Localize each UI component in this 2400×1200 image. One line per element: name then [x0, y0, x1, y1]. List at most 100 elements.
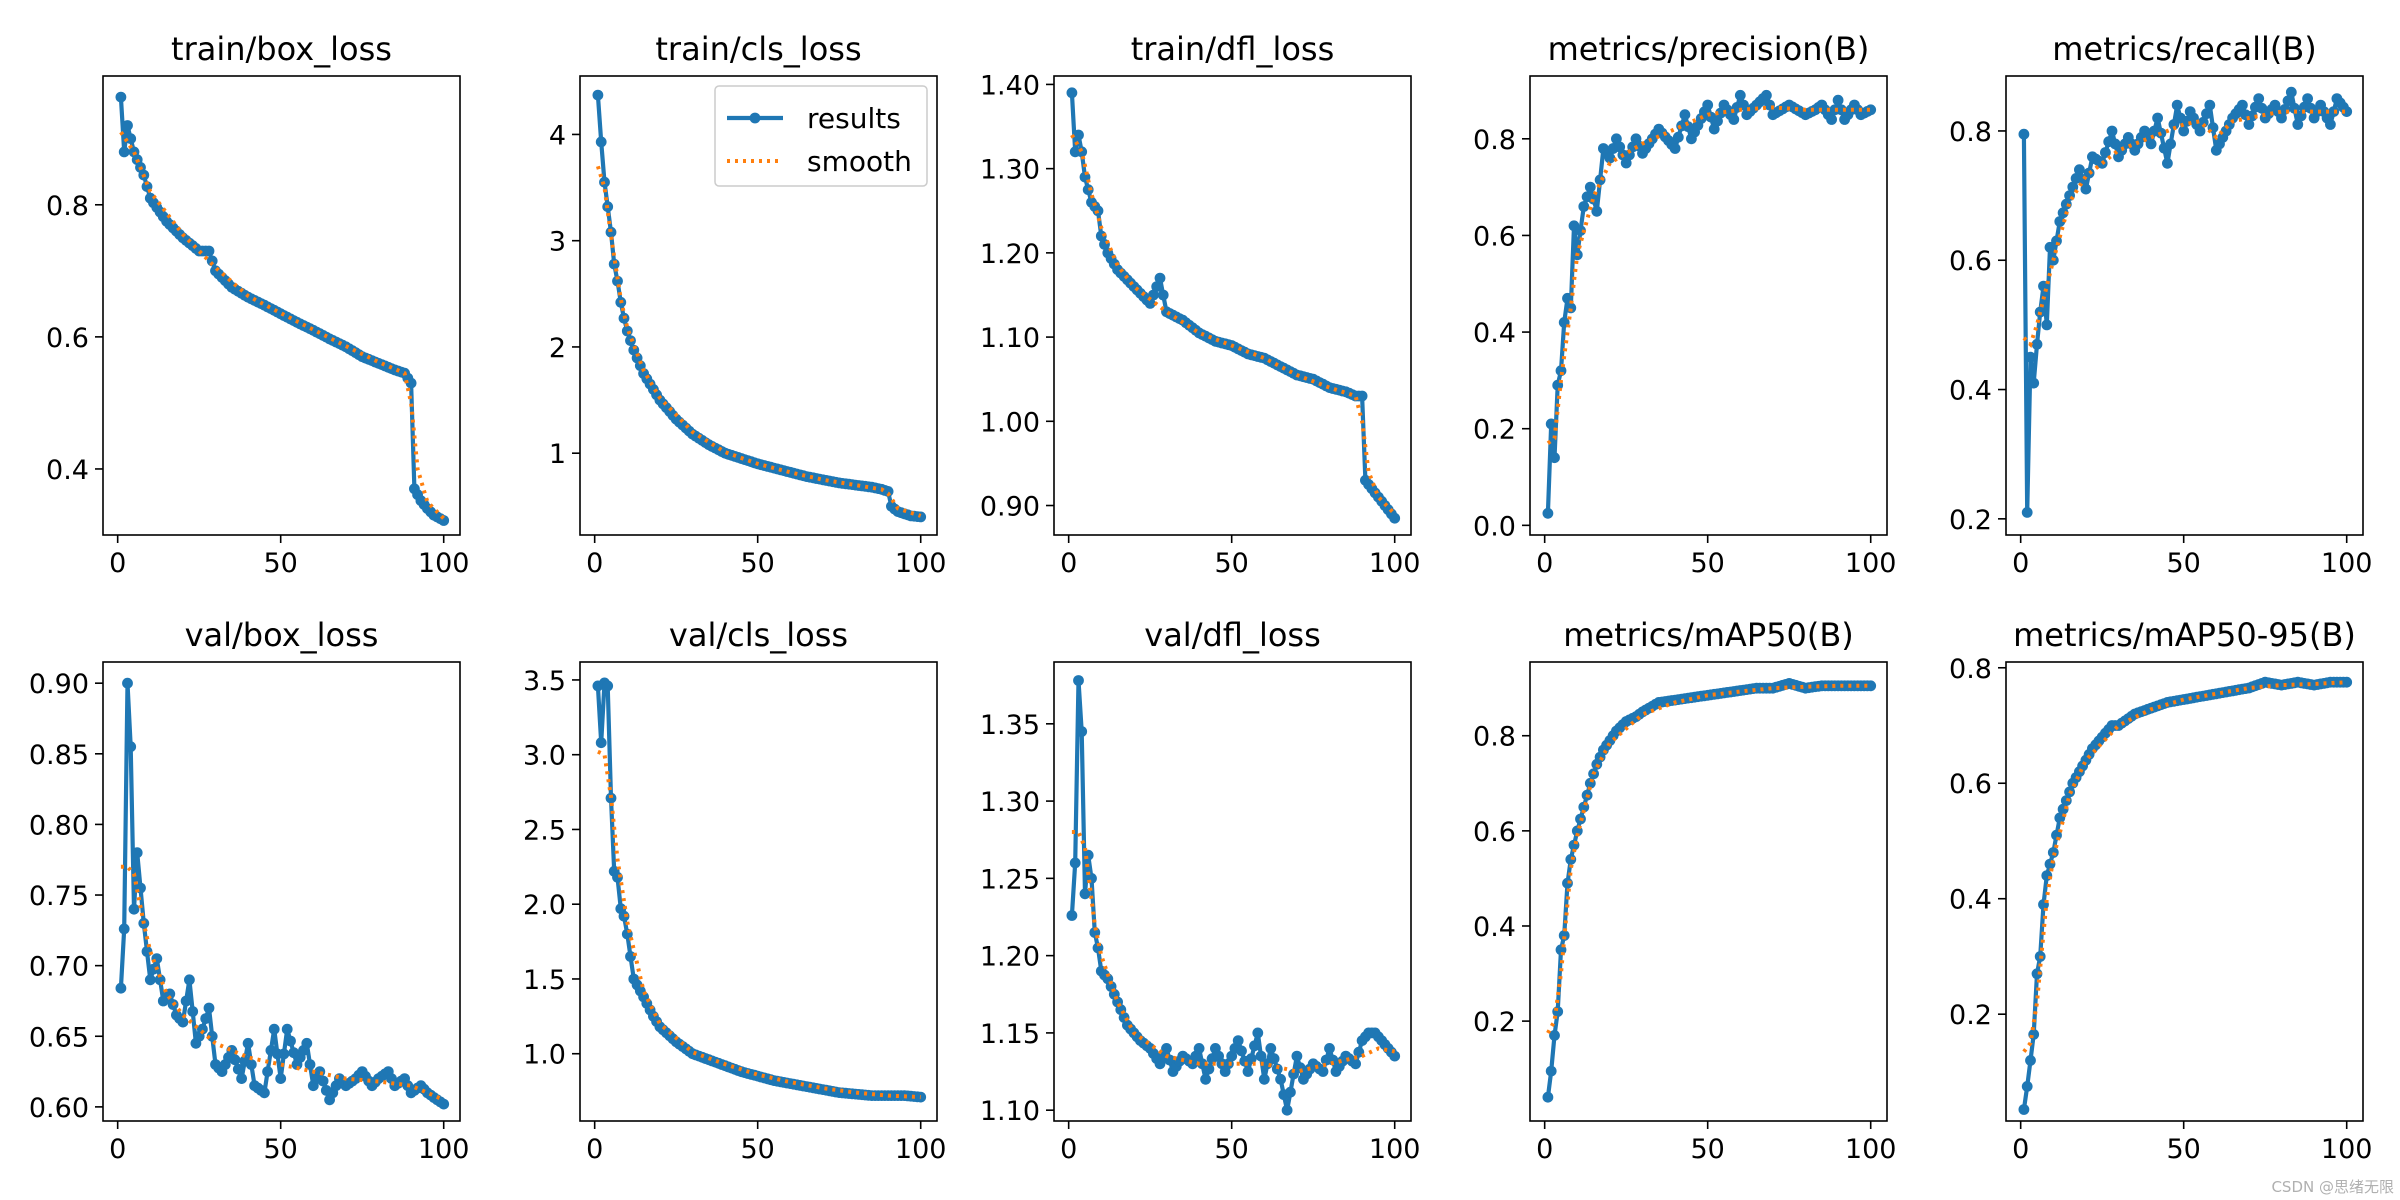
results-point	[2285, 86, 2297, 98]
axes-frame	[1529, 75, 1888, 536]
smooth-line	[1070, 133, 1397, 516]
x-tick-label: 50	[264, 1134, 298, 1165]
x-tick-label: 0	[2012, 1134, 2029, 1165]
y-tick-label: 1.0	[523, 1040, 566, 1071]
results-point	[2243, 119, 2255, 130]
y-tick-label: 0.4	[1949, 376, 1992, 407]
results-point	[118, 146, 130, 158]
axes-frame	[1053, 661, 1412, 1122]
results-point	[612, 871, 623, 883]
results-point	[1258, 1073, 1270, 1085]
results-point	[125, 741, 137, 753]
y-tick-label: 3.0	[523, 741, 566, 772]
x-tick-label: 0	[586, 1134, 603, 1165]
y-tick-label: 1.30	[980, 155, 1040, 186]
y-tick-label: 0.80	[29, 810, 89, 841]
panel-1: train/cls_loss 0 50 100 1 2 3 4 results smooth	[549, 30, 947, 579]
results-point	[203, 1002, 215, 1014]
results-point	[144, 974, 156, 986]
results-point	[259, 1087, 270, 1099]
results-point	[1285, 1086, 1296, 1098]
results-point	[2083, 167, 2095, 179]
results-point	[2171, 99, 2183, 111]
y-tick-label: 0.4	[46, 455, 89, 486]
results-point	[618, 910, 630, 922]
x-tick-label: 0	[1536, 1134, 1553, 1165]
results-point	[405, 377, 417, 389]
smooth-line	[119, 130, 446, 520]
results-point	[1200, 1073, 1211, 1085]
results-point	[1079, 888, 1091, 900]
results-point	[187, 1006, 199, 1017]
smooth-line	[1071, 830, 1396, 1074]
y-tick-label: 1.20	[980, 942, 1040, 973]
results-point	[595, 737, 607, 749]
results-point	[1620, 157, 1632, 169]
results-point	[2302, 93, 2314, 104]
results-point	[2178, 125, 2190, 137]
y-tick-label: 2	[549, 333, 566, 364]
y-tick-label: 0.2	[1473, 415, 1516, 446]
results-point	[2152, 112, 2164, 124]
results-point	[1242, 1066, 1254, 1077]
x-tick-label: 100	[1845, 1134, 1897, 1165]
results-point	[1265, 1043, 1277, 1054]
results-point	[2054, 216, 2066, 227]
results-point	[118, 923, 130, 935]
results-point	[314, 1066, 326, 1077]
results-point	[197, 1023, 208, 1035]
results-point	[1082, 184, 1094, 196]
y-tick-label: 0.6	[1473, 817, 1516, 848]
results-point	[1545, 418, 1557, 430]
results-point	[236, 1073, 248, 1084]
panel-8: metrics/mAP50(B) 0 50 100 0.2 0.4 0.6 0.8	[1473, 616, 1896, 1165]
x-tick-label: 0	[109, 1134, 126, 1165]
results-point	[2080, 183, 2092, 195]
y-tick-label: 3.5	[523, 666, 566, 697]
results-point	[262, 1066, 273, 1077]
results-point	[1317, 1066, 1329, 1077]
y-tick-label: 0.2	[1473, 1007, 1516, 1038]
results-point	[1594, 174, 1606, 186]
results-point	[1268, 1053, 1280, 1065]
y-tick-label: 0.6	[46, 323, 89, 354]
results-point	[128, 903, 140, 915]
results-point	[1232, 1035, 1244, 1046]
y-tick-label: 1.40	[980, 70, 1040, 101]
y-tick-label: 0.6	[1473, 221, 1516, 252]
panel-title: train/box_loss	[171, 30, 392, 68]
results-point	[1066, 910, 1078, 921]
results-point	[2253, 93, 2265, 104]
panel-7: val/dfl_loss 0 50 100 1.10 1.15 1.20 1.25 1.30 1.…	[980, 616, 1421, 1165]
results-point	[1157, 289, 1169, 301]
x-tick-label: 0	[1060, 548, 1077, 579]
results-point	[1066, 87, 1078, 99]
panel-title: val/box_loss	[185, 616, 379, 654]
results-point	[2289, 102, 2300, 114]
results-point	[1161, 1043, 1172, 1054]
y-tick-label: 1.10	[980, 1096, 1040, 1127]
results-point	[317, 1075, 329, 1087]
results-point	[141, 946, 153, 957]
plot-area	[2018, 676, 2353, 1115]
plot-area	[1066, 675, 1401, 1116]
panel-9: metrics/mAP50-95(B) 0 50 100 0.2 0.4 0.6 0.8	[1949, 616, 2372, 1165]
y-tick-label: 0.70	[29, 952, 89, 983]
results-point	[177, 1016, 189, 1028]
y-tick-label: 1.00	[980, 407, 1040, 438]
y-tick-label: 1.15	[980, 1019, 1040, 1050]
results-point	[1151, 281, 1163, 292]
results-point	[1249, 1040, 1260, 1052]
results-point	[232, 1063, 244, 1075]
results-point	[1669, 143, 1681, 154]
results-point	[1255, 1050, 1267, 1062]
legend-results-label: results	[807, 102, 901, 135]
results-point	[1252, 1027, 1264, 1039]
results-point	[1389, 512, 1401, 524]
results-point	[1542, 507, 1554, 519]
smooth-line	[1546, 683, 1871, 1034]
results-point	[122, 120, 133, 131]
plot-area	[592, 677, 927, 1103]
x-tick-label: 50	[2167, 548, 2201, 579]
results-point	[1271, 1063, 1283, 1075]
